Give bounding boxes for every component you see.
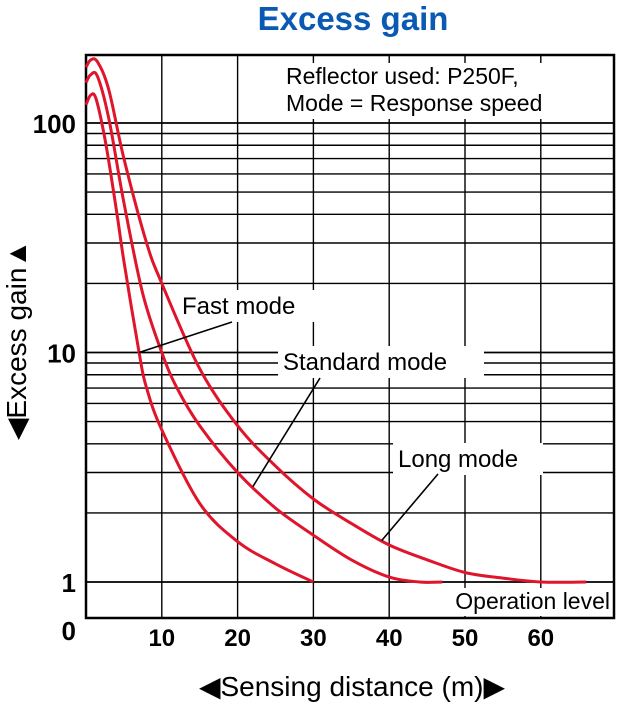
series-layer [84,57,587,584]
y-tick-label: 100 [33,109,76,139]
annotation-labels: Fast mode Standard mode Long mode [182,293,518,473]
annotation-leaders [138,321,439,542]
x-origin-label: 0 [62,616,76,646]
x-tick-labels: 10 20 30 40 50 60 [148,625,554,652]
chart-title: Excess gain [258,0,449,37]
note-line: Reflector used: P250F, [286,63,519,89]
x-tick-label: 30 [300,625,327,652]
y-axis-label: ◀Excess gain▲ [1,240,32,440]
reflector-note: Reflector used: P250F, Mode = Response s… [286,63,542,116]
x-tick-label: 40 [376,625,403,652]
grid [86,55,614,618]
x-tick-label: 60 [527,625,554,652]
annotation-label: Fast mode [182,293,295,320]
series-line-standard-mode [84,70,443,584]
annotation-leader [381,473,439,542]
plot-frame [84,53,616,620]
note-line: Mode = Response speed [286,90,542,116]
x-axis-label: ◀Sensing distance (m)▶ [199,671,506,702]
y-tick-label: 10 [47,339,76,369]
series-line-fast-mode [84,92,315,584]
annotation-label: Standard mode [283,349,447,376]
y-tick-label: 1 [62,568,76,598]
annotation-label: Long mode [398,446,518,473]
operation-level-label: Operation level [455,588,610,614]
annotation-leader [138,321,233,354]
x-tick-label: 50 [452,625,479,652]
x-tick-label: 20 [224,625,251,652]
x-tick-label: 10 [148,625,175,652]
y-tick-labels: 100 10 1 [33,109,76,598]
series-line-long-mode [84,57,587,584]
annotation-leader [252,377,321,488]
